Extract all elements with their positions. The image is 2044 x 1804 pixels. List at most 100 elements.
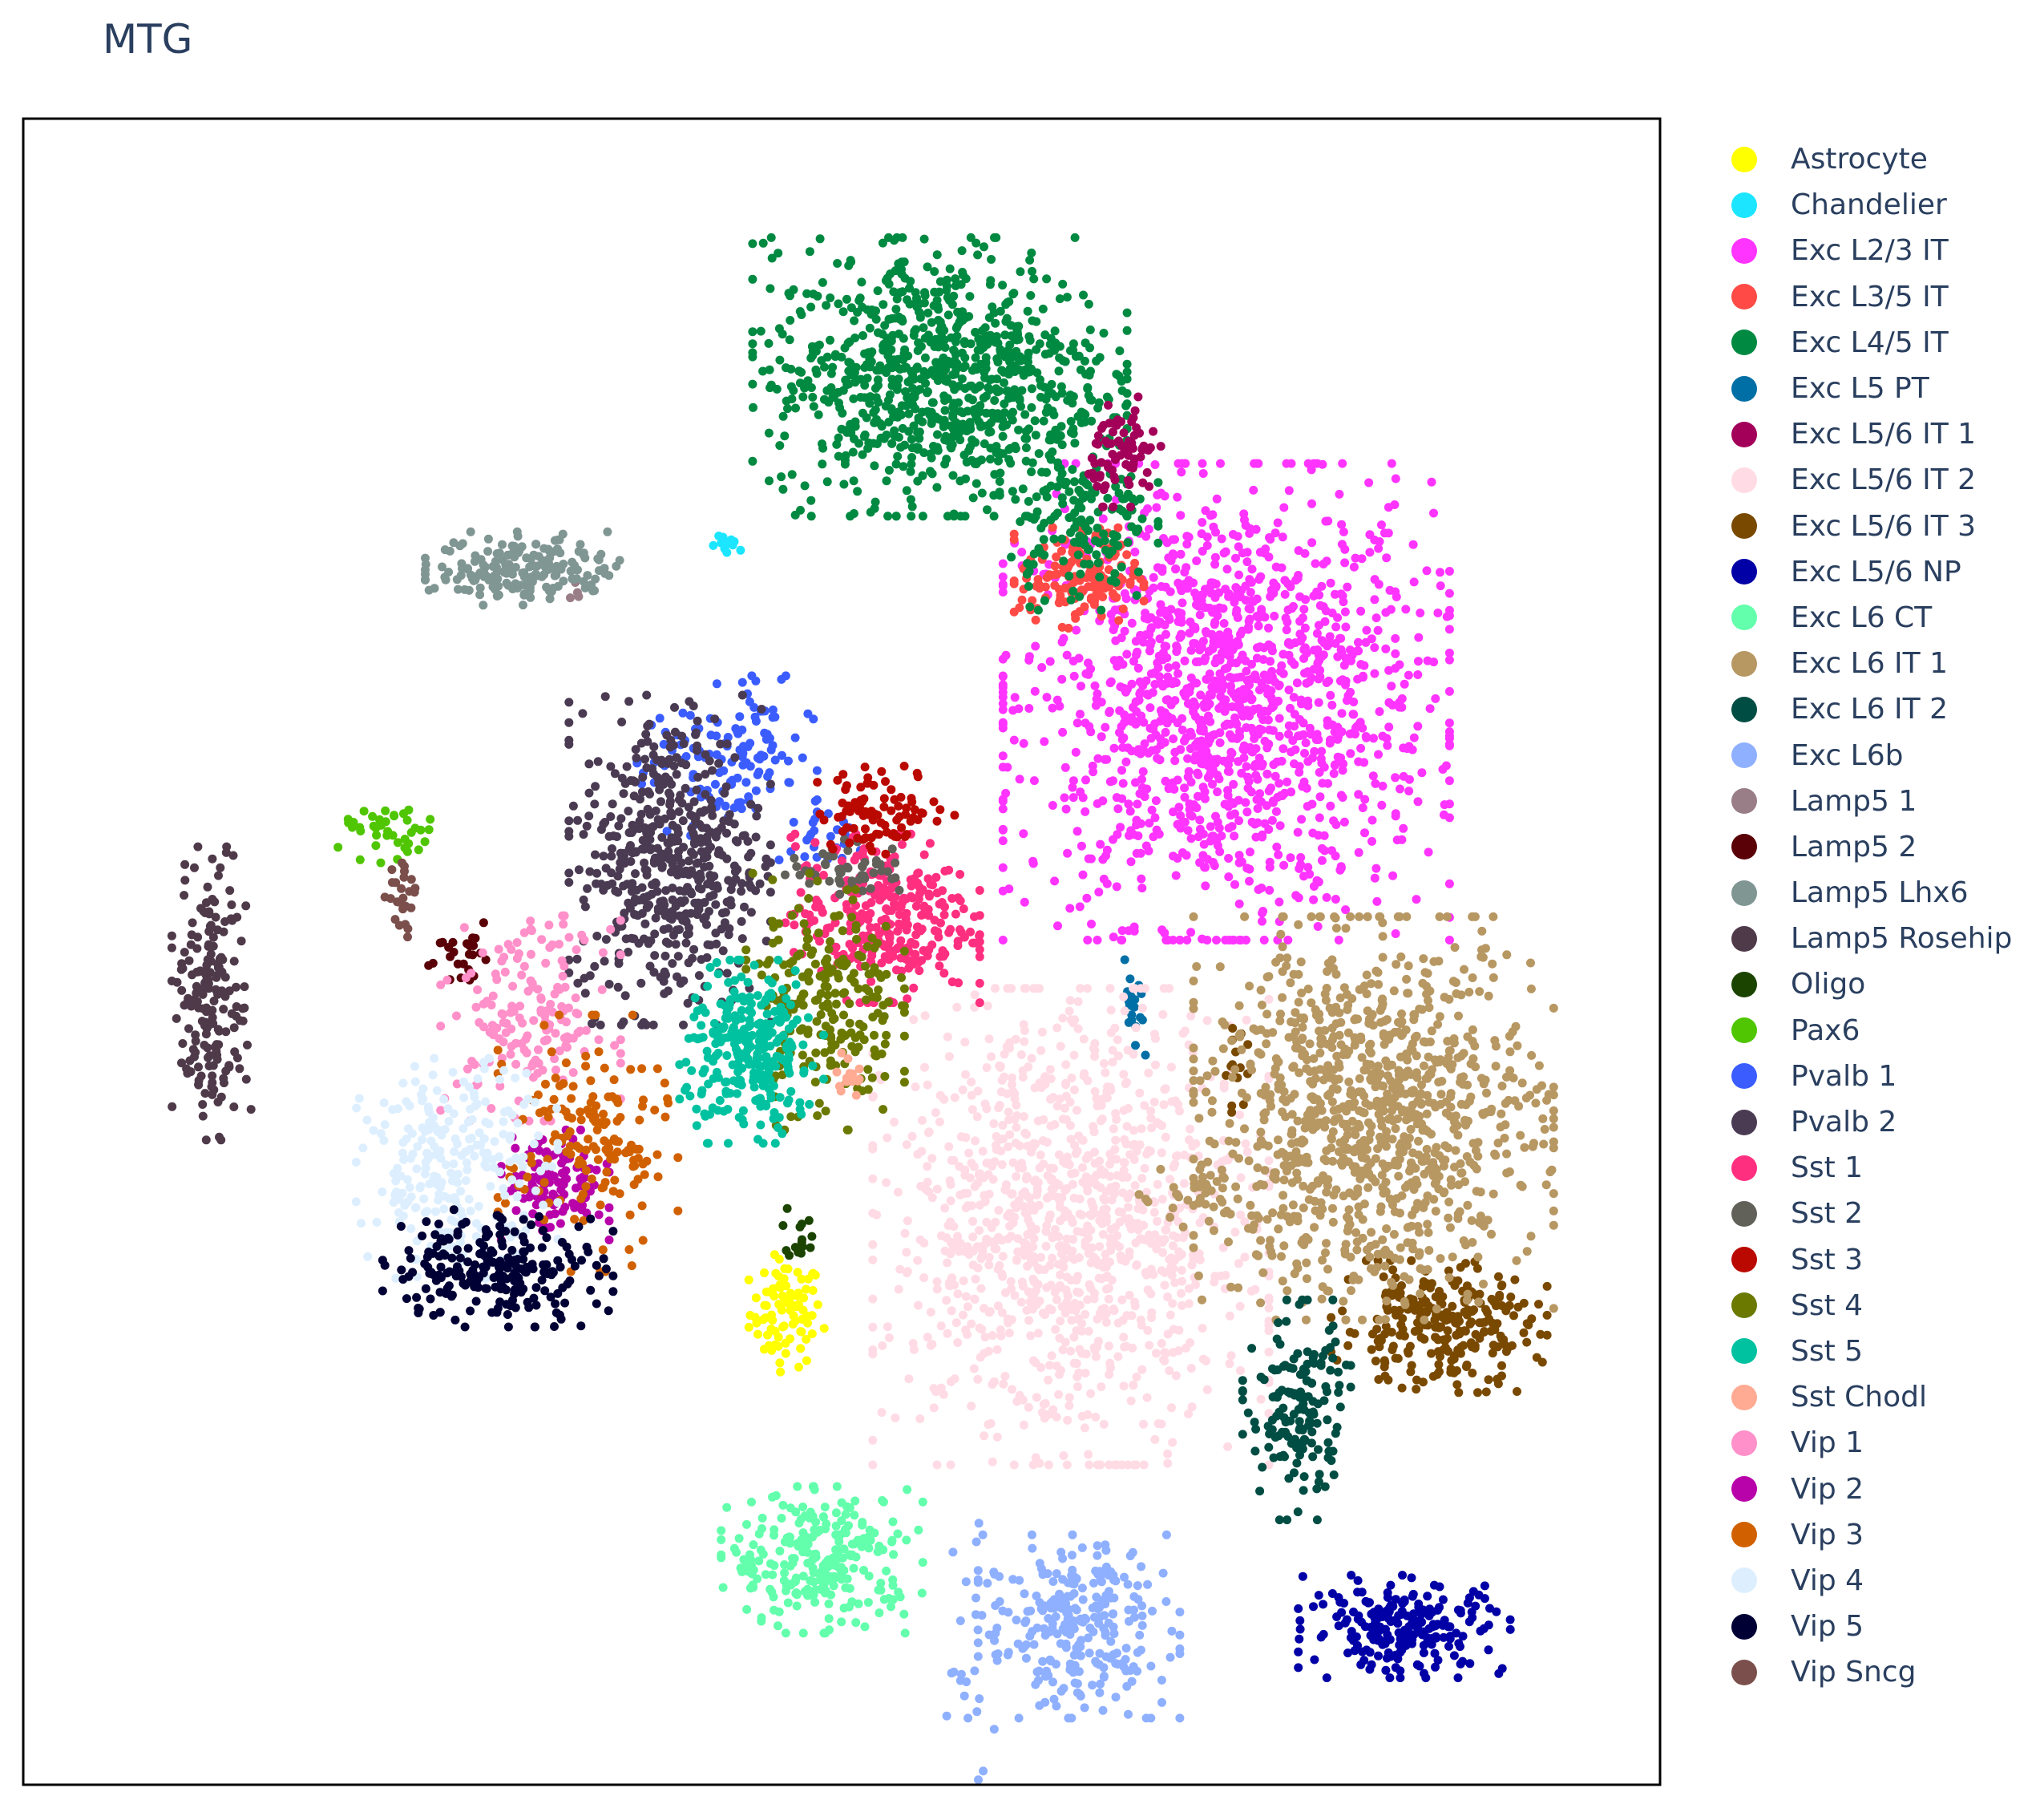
data-point	[1010, 334, 1020, 344]
data-point	[1070, 439, 1080, 448]
data-point	[842, 427, 852, 437]
data-point	[1295, 592, 1305, 601]
data-point	[1273, 518, 1283, 528]
data-point	[1367, 1345, 1376, 1354]
data-point	[792, 1601, 802, 1611]
data-point	[991, 984, 1000, 993]
data-point	[1256, 1394, 1266, 1404]
data-point	[1303, 667, 1312, 677]
data-point	[1023, 559, 1032, 568]
data-point	[1186, 1124, 1195, 1134]
data-point	[1008, 706, 1018, 715]
data-point	[1257, 1001, 1266, 1009]
data-point	[889, 1550, 899, 1559]
data-point	[781, 1349, 790, 1358]
data-point	[1526, 984, 1536, 993]
data-point	[895, 1264, 905, 1274]
data-point	[1157, 1266, 1166, 1276]
data-point	[972, 479, 981, 488]
data-point	[1414, 1325, 1424, 1335]
data-point	[785, 1580, 794, 1589]
data-point	[1173, 492, 1182, 502]
data-point	[878, 238, 887, 248]
data-point	[1388, 1265, 1398, 1275]
data-point	[1506, 1292, 1516, 1302]
data-point	[1351, 1228, 1361, 1237]
data-point	[1349, 1636, 1358, 1645]
data-point	[1334, 936, 1343, 944]
data-point	[970, 1182, 980, 1191]
data-point	[1434, 1360, 1444, 1369]
data-point	[877, 422, 887, 431]
data-point	[956, 280, 966, 289]
data-point	[1347, 1571, 1356, 1580]
data-point	[1087, 920, 1096, 928]
data-point	[992, 1244, 1001, 1254]
data-point	[761, 1570, 770, 1580]
data-point	[979, 393, 988, 402]
data-point	[1497, 1664, 1507, 1673]
data-point	[1004, 1107, 1013, 1117]
data-point	[1481, 1304, 1490, 1314]
data-point	[1106, 609, 1116, 619]
data-point	[1130, 558, 1140, 568]
data-point	[1085, 370, 1094, 380]
data-point	[964, 446, 974, 455]
data-point	[1303, 802, 1312, 811]
data-point	[1079, 1071, 1089, 1081]
data-point	[1283, 1286, 1292, 1296]
data-point	[1109, 743, 1119, 753]
data-point	[1229, 779, 1238, 789]
data-point	[729, 1543, 739, 1553]
data-point	[789, 386, 798, 395]
data-point	[858, 408, 867, 418]
data-point	[860, 381, 870, 390]
data-point	[1112, 1155, 1121, 1164]
data-point	[749, 1540, 758, 1550]
data-point	[1083, 936, 1093, 944]
data-point	[1371, 779, 1380, 788]
data-point	[1058, 499, 1068, 508]
data-point	[1054, 1260, 1064, 1269]
data-point	[1036, 1046, 1046, 1055]
data-point	[1173, 459, 1183, 468]
data-point	[1119, 1070, 1129, 1079]
data-point	[1126, 502, 1135, 512]
data-point	[1093, 936, 1102, 944]
data-point	[1072, 1147, 1082, 1156]
data-point	[1250, 734, 1259, 743]
data-point	[1379, 1272, 1388, 1281]
data-point	[1452, 1380, 1462, 1389]
data-point	[1070, 537, 1079, 547]
data-point	[1297, 815, 1307, 824]
data-point	[1234, 851, 1244, 860]
data-point	[878, 1341, 887, 1350]
data-point	[1189, 639, 1198, 648]
data-point	[1150, 1434, 1160, 1444]
data-point	[782, 1533, 792, 1543]
data-point	[829, 393, 838, 402]
data-point	[1387, 459, 1396, 468]
data-point	[1114, 1207, 1124, 1216]
data-point	[1121, 757, 1131, 766]
data-point	[1086, 1389, 1096, 1398]
data-point	[1067, 1316, 1077, 1325]
data-point	[1031, 431, 1040, 440]
data-point	[1163, 1449, 1173, 1458]
data-point	[1158, 682, 1168, 691]
data-point	[1161, 727, 1170, 737]
data-point	[1078, 1163, 1088, 1172]
data-point	[934, 342, 943, 352]
data-point	[1049, 534, 1059, 544]
data-point	[1122, 389, 1132, 398]
data-point	[1061, 1078, 1071, 1088]
data-point	[1303, 696, 1313, 706]
data-point	[1119, 1381, 1129, 1391]
data-point	[1256, 710, 1266, 719]
data-point	[1147, 805, 1157, 815]
data-point	[1057, 440, 1067, 450]
data-point	[1040, 330, 1050, 340]
data-point	[1110, 1145, 1120, 1155]
data-point	[900, 440, 909, 450]
data-point	[1021, 443, 1031, 452]
